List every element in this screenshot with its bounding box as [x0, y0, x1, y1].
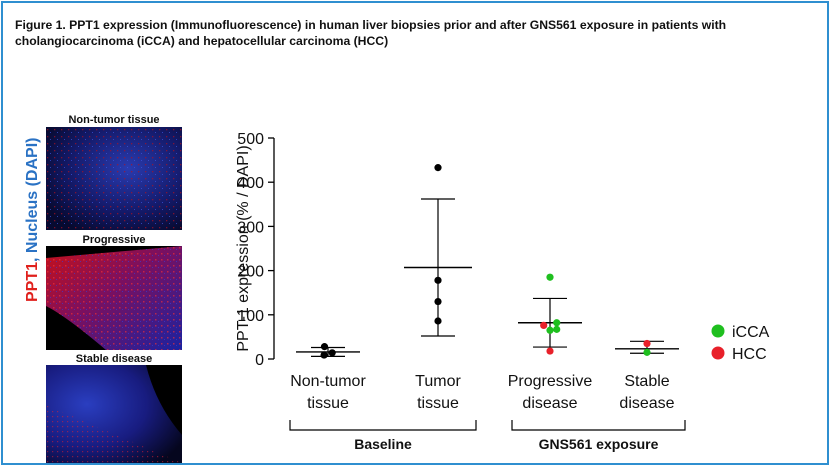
data-point-baseline: [320, 351, 328, 359]
group-label: Baseline: [354, 436, 412, 452]
panel-label-progressive: Progressive: [82, 234, 146, 246]
data-point-baseline: [434, 297, 442, 306]
x-tick-label-line1: Tumor: [415, 373, 461, 390]
legend-marker-icca: [711, 324, 725, 338]
micrograph-stable-image: [46, 365, 182, 463]
group-bracket: [289, 420, 477, 431]
y-tick-label: 0: [255, 352, 264, 369]
y-tick-label: 300: [237, 219, 264, 236]
data-point-icca: [643, 348, 651, 356]
group-label: GNS561 exposure: [539, 436, 659, 452]
figure-title-line1: Figure 1. PPT1 expression (Immunofluores…: [15, 18, 727, 32]
micrograph-non-tumor: [46, 127, 182, 230]
data-point-baseline: [320, 343, 329, 351]
x-tick-label-line2: tissue: [417, 395, 459, 412]
x-tick-label-line2: disease: [619, 395, 674, 412]
data-point-icca: [553, 325, 561, 333]
data-point-baseline: [434, 317, 442, 325]
y-tick-label: 400: [237, 175, 264, 192]
y-tick-label: 200: [237, 264, 264, 281]
data-point-baseline: [328, 349, 336, 357]
x-tick-label-line2: disease: [522, 395, 577, 412]
legend-marker-hcc: [711, 346, 725, 360]
figure-title: Figure 1. PPT1 expression (Immunofluores…: [15, 17, 827, 49]
data-point-icca: [546, 326, 554, 334]
micrograph-progressive-image: [46, 246, 182, 350]
y-tick-label: 500: [237, 131, 264, 148]
micrograph-progressive: [46, 246, 182, 350]
data-point-baseline: [434, 276, 442, 284]
group-bracket: [511, 420, 686, 431]
figure-title-line2: cholangiocarcinoma (iCCA) and hepatocell…: [15, 34, 389, 48]
micrograph-non-tumor-image: [46, 127, 182, 230]
data-point-baseline: [434, 164, 442, 172]
micrograph-stable: [46, 365, 182, 463]
legend-label: HCC: [732, 346, 767, 363]
data-point-hcc: [546, 347, 554, 355]
data-point-icca: [553, 319, 561, 327]
y-tick-label: 100: [237, 308, 264, 325]
data-point-icca: [546, 273, 554, 281]
x-tick-label-line1: Progressive: [508, 373, 593, 390]
x-tick-label-line1: Non-tumor: [290, 373, 366, 390]
panel-label-stable: Stable disease: [75, 353, 153, 365]
y-axis-title: PPT-1 expression (% / DAPI): [235, 145, 252, 351]
x-tick-label-line2: tissue: [307, 395, 349, 412]
x-tick-label-line1: Stable: [624, 373, 669, 390]
data-point-hcc: [643, 339, 651, 348]
legend-label: iCCA: [732, 324, 770, 341]
data-point-hcc: [540, 321, 548, 330]
panel-label-non-tumor: Non-tumor tissue: [68, 114, 160, 126]
